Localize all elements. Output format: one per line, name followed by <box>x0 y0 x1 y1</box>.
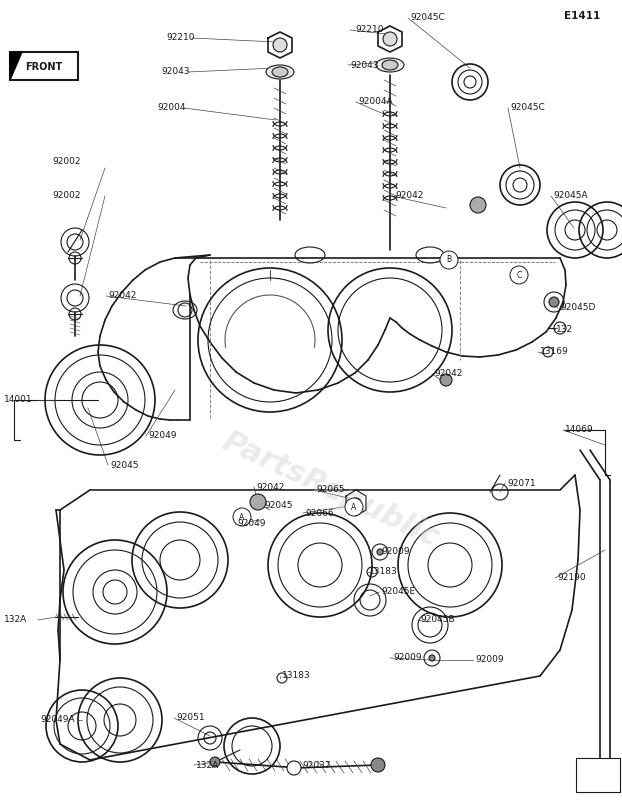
Text: 92045: 92045 <box>264 502 292 510</box>
Text: 92002: 92002 <box>52 158 80 166</box>
Circle shape <box>549 297 559 307</box>
Circle shape <box>429 655 435 661</box>
Ellipse shape <box>376 58 404 72</box>
Ellipse shape <box>382 60 398 70</box>
FancyBboxPatch shape <box>10 52 78 80</box>
Text: 92045: 92045 <box>110 461 139 470</box>
Text: 92045E: 92045E <box>381 587 415 597</box>
Text: 92051: 92051 <box>176 714 205 722</box>
Circle shape <box>371 758 385 772</box>
Text: 92065: 92065 <box>316 486 345 494</box>
Text: 92210: 92210 <box>167 34 195 42</box>
Circle shape <box>440 374 452 386</box>
Text: 92045A: 92045A <box>553 191 588 201</box>
Text: C: C <box>516 270 522 279</box>
Circle shape <box>377 549 383 555</box>
Circle shape <box>250 494 266 510</box>
Text: 92049A: 92049A <box>40 715 75 725</box>
Circle shape <box>470 197 486 213</box>
Text: 92045B: 92045B <box>420 615 455 625</box>
Ellipse shape <box>272 67 288 77</box>
Text: 92002: 92002 <box>52 191 80 201</box>
Text: 92042: 92042 <box>395 191 424 201</box>
Text: 13183: 13183 <box>282 671 311 681</box>
Circle shape <box>351 498 361 508</box>
Text: 13183: 13183 <box>369 567 397 577</box>
Text: 92042: 92042 <box>108 291 136 301</box>
Text: 14069: 14069 <box>565 426 593 434</box>
Text: PartsRepublic: PartsRepublic <box>217 427 443 553</box>
Circle shape <box>440 251 458 269</box>
Circle shape <box>233 508 251 526</box>
Circle shape <box>298 543 342 587</box>
Text: 92045D: 92045D <box>560 303 595 313</box>
Text: 92049: 92049 <box>237 519 266 529</box>
Text: 92066: 92066 <box>305 509 333 518</box>
Text: 92004A: 92004A <box>358 98 392 106</box>
Circle shape <box>273 38 287 52</box>
Ellipse shape <box>266 65 294 79</box>
Text: 92210: 92210 <box>355 26 384 34</box>
Polygon shape <box>10 52 22 80</box>
Text: 132A: 132A <box>196 761 219 770</box>
Text: FRONT: FRONT <box>26 62 63 72</box>
Circle shape <box>510 266 528 284</box>
FancyBboxPatch shape <box>576 758 620 792</box>
Text: B: B <box>447 255 452 265</box>
Circle shape <box>287 761 301 775</box>
Text: 92009: 92009 <box>475 655 504 665</box>
Text: 92043: 92043 <box>162 67 190 77</box>
Text: 92042: 92042 <box>256 482 284 491</box>
Text: 92037: 92037 <box>302 761 331 770</box>
Text: 132A: 132A <box>4 615 27 625</box>
Text: 92071: 92071 <box>507 478 536 487</box>
Text: 92043: 92043 <box>350 61 379 70</box>
Text: A: A <box>351 502 356 511</box>
Circle shape <box>428 543 472 587</box>
Text: 14001: 14001 <box>4 395 32 405</box>
Text: 92004: 92004 <box>157 103 186 113</box>
Text: 92045C: 92045C <box>510 103 545 113</box>
Text: 13169: 13169 <box>540 347 569 357</box>
Text: 92042: 92042 <box>434 370 462 378</box>
Text: A: A <box>239 513 244 522</box>
Text: 92009: 92009 <box>393 654 422 662</box>
Text: 92009: 92009 <box>381 547 410 557</box>
Circle shape <box>160 540 200 580</box>
Circle shape <box>345 498 363 516</box>
Text: 92045C: 92045C <box>410 14 445 22</box>
Text: E1411: E1411 <box>564 11 600 21</box>
Circle shape <box>210 757 220 767</box>
Circle shape <box>383 32 397 46</box>
Text: 92049: 92049 <box>148 431 177 441</box>
Text: 132: 132 <box>556 326 573 334</box>
Text: 92190: 92190 <box>557 574 586 582</box>
